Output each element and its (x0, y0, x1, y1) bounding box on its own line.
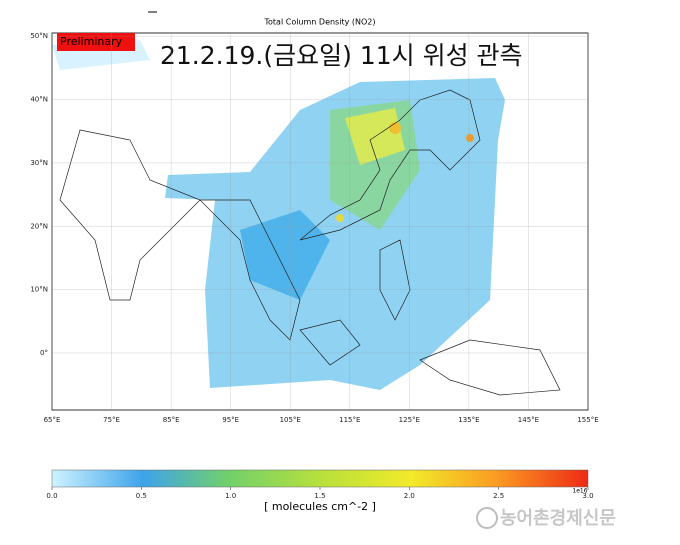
colorbar-tick-label: 1.5 (314, 492, 325, 500)
lon-tick-label: 125°E (399, 416, 420, 424)
lon-tick-label: 95°E (222, 416, 239, 424)
lat-tick-label: 40°N (30, 96, 48, 104)
lon-tick-label: 75°E (103, 416, 120, 424)
colorbar-label: [ molecules cm^-2 ] (264, 500, 376, 513)
colorbar-tick-label: 2.5 (493, 492, 504, 500)
lon-tick-label: 135°E (458, 416, 479, 424)
colorbar-exponent: 1e16 (572, 488, 587, 495)
colorbar-tick-label: 2.0 (404, 492, 415, 500)
lat-tick-label: 50°N (30, 32, 48, 40)
watermark-text: 농어촌경제신문 (500, 508, 616, 529)
lat-tick-label: 20°N (30, 222, 48, 230)
colorbar-tick-label: 0.0 (46, 492, 57, 500)
map (52, 33, 588, 410)
map-title: Total Column Density (NO2) (264, 18, 376, 27)
watermark: 농어촌경제신문 (476, 507, 616, 529)
coastline (59, 129, 201, 301)
colorbar (51, 469, 589, 488)
colorbar-tick-label: 3.0 (582, 492, 593, 500)
colorbar-tick-label: 0.5 (136, 492, 147, 500)
hotspot (336, 214, 344, 222)
lat-tick-label: 30°N (30, 159, 48, 167)
field (165, 78, 505, 390)
coastline (199, 199, 301, 341)
coastline (299, 239, 561, 396)
colorbar-tick-label: 1.0 (225, 492, 236, 500)
lat-tick-label: 0° (40, 349, 48, 357)
badge-text: Preliminary (60, 35, 123, 48)
headline: 21.2.19.(금요일) 11시 위성 관측 (160, 41, 523, 70)
lon-tick-label: 65°E (44, 416, 61, 424)
hotspot (389, 122, 401, 134)
lon-tick-label: 115°E (339, 416, 360, 424)
lat-tick-label: 10°N (30, 286, 48, 294)
badge (57, 33, 135, 51)
hotspot (466, 134, 474, 142)
lon-tick-label: 85°E (163, 416, 180, 424)
coastline (299, 89, 481, 241)
field (240, 210, 330, 300)
lon-tick-label: 155°E (577, 416, 598, 424)
lon-tick-label: 105°E (280, 416, 301, 424)
lon-tick-label: 145°E (518, 416, 539, 424)
watermark-icon (476, 507, 498, 529)
